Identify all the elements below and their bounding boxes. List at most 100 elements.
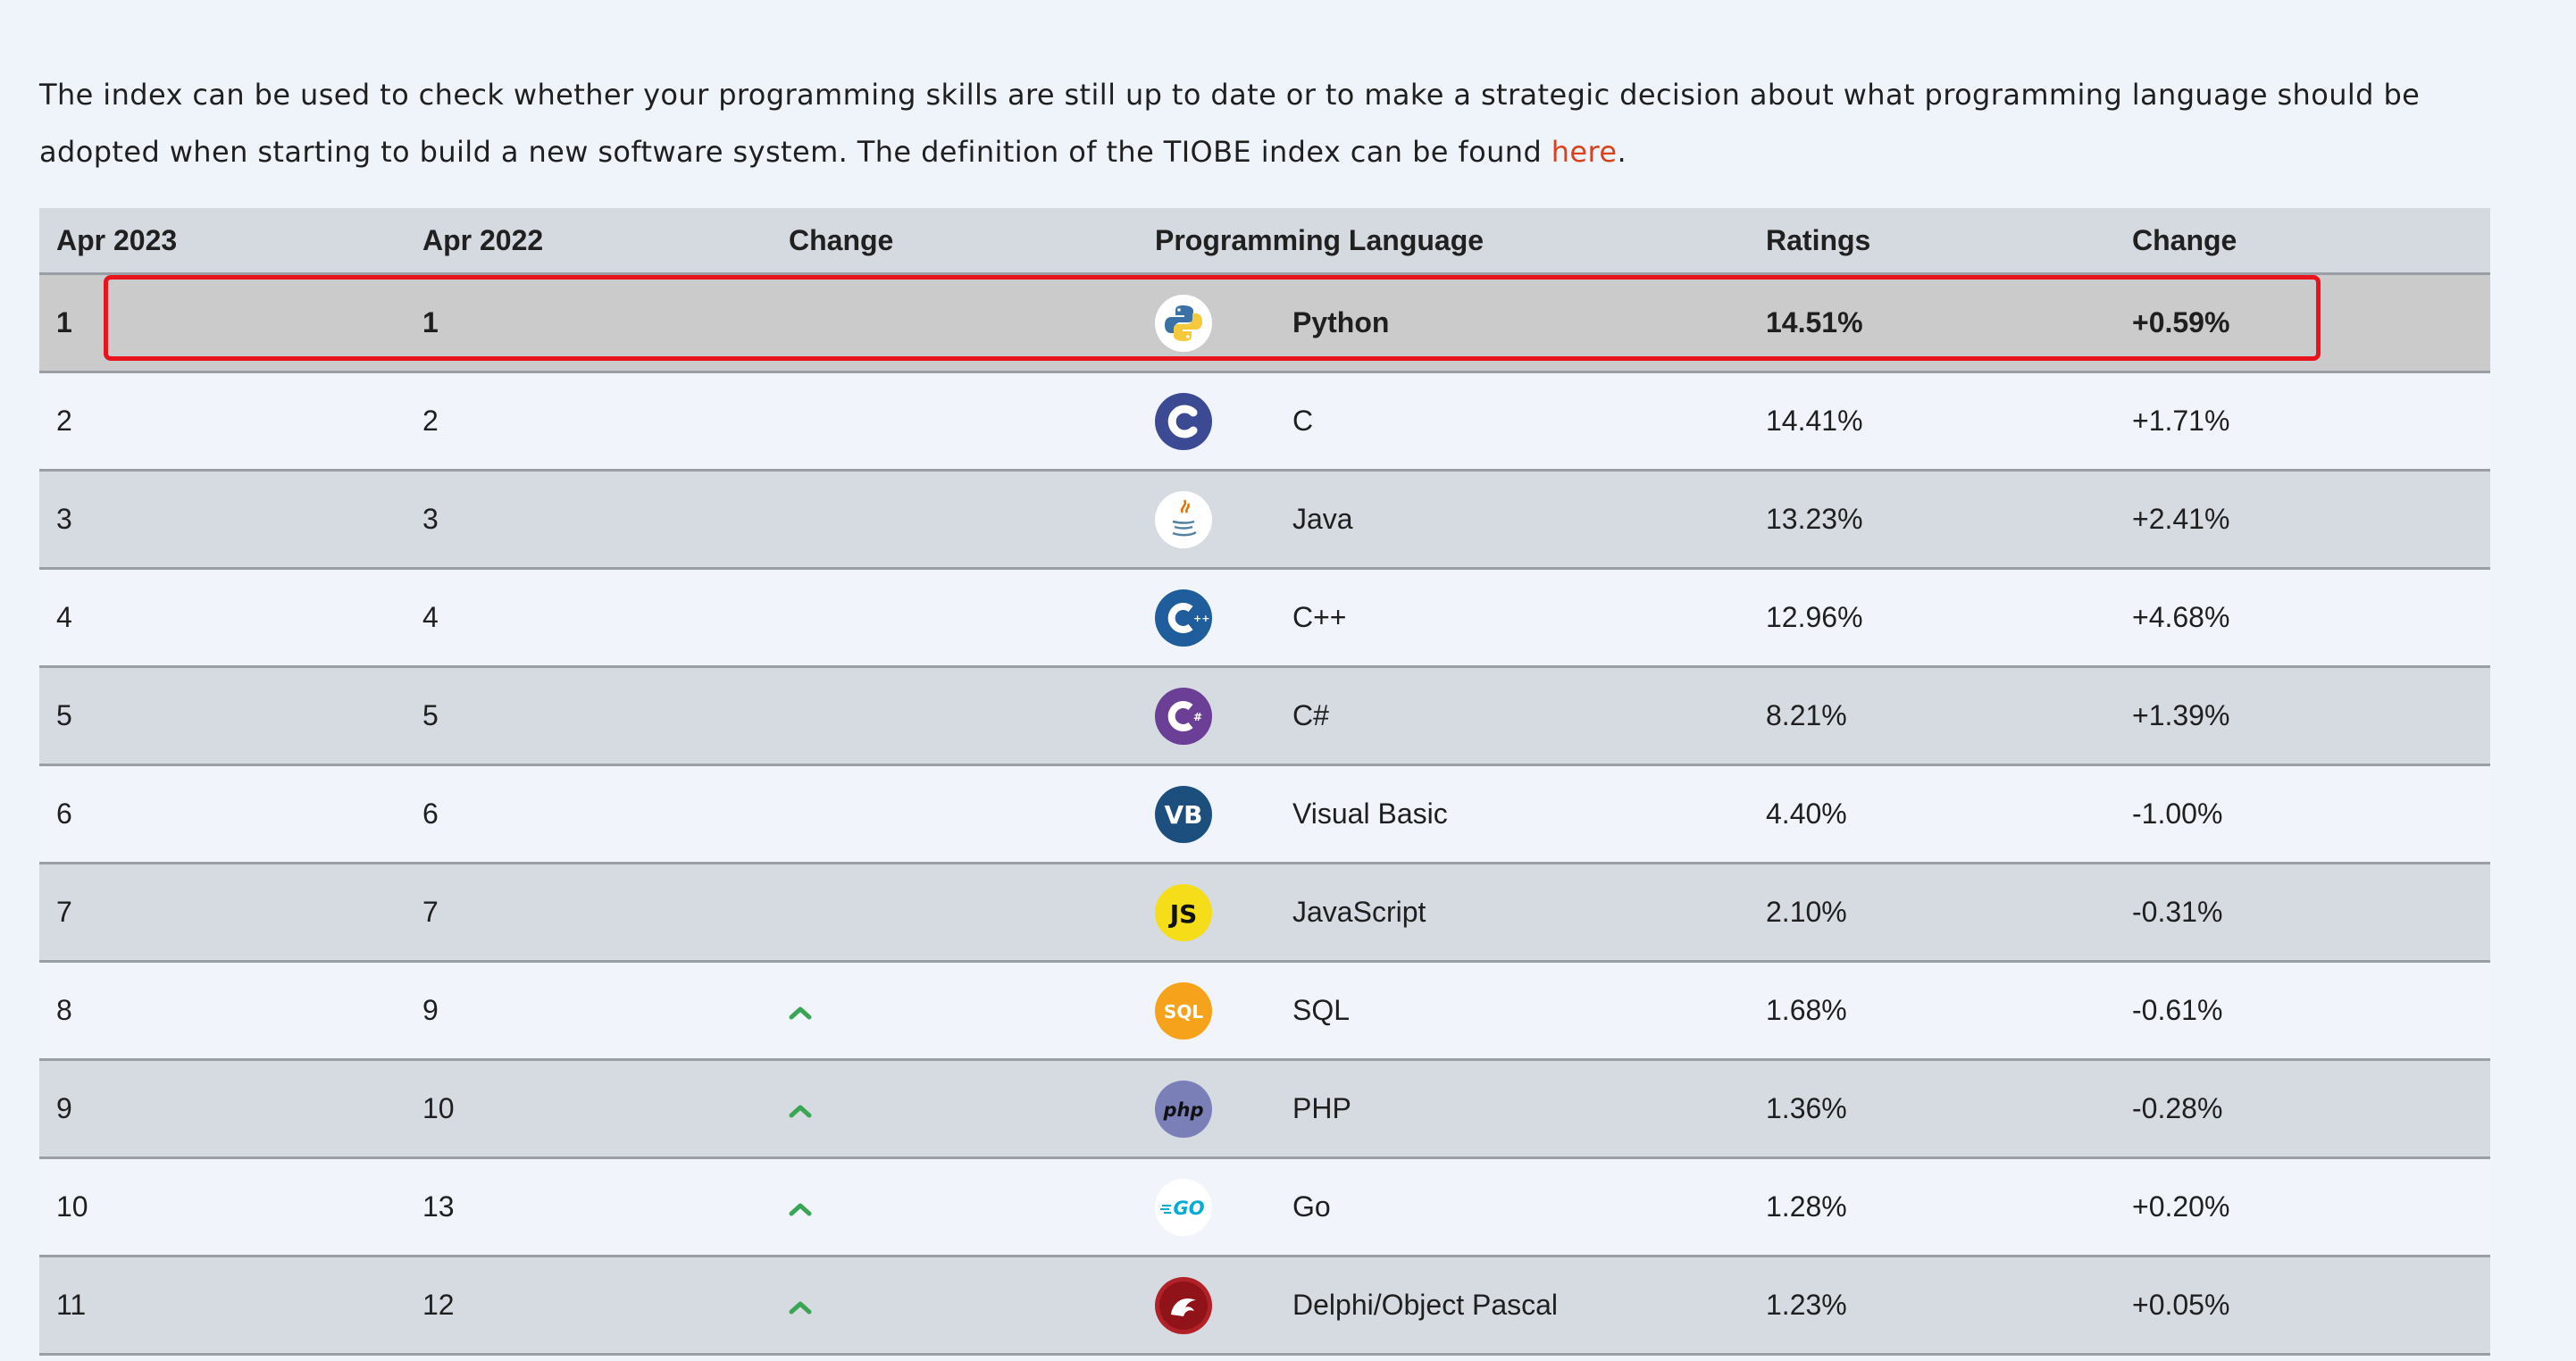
ratings-change-cell: +4.68% bbox=[2115, 568, 2490, 668]
current-rank-cell: 8 bbox=[39, 961, 406, 1061]
table-row: 5 5 # C# 8.21% +1.39% bbox=[39, 666, 2490, 766]
language-name: Python bbox=[1292, 306, 1390, 338]
header-previous-rank[interactable]: Apr 2022 bbox=[406, 208, 772, 275]
delphi-logo-icon bbox=[1155, 1276, 1212, 1334]
current-rank-cell: 6 bbox=[39, 764, 406, 864]
ratings-cell: 14.51% bbox=[1749, 273, 2115, 373]
language-name: Java bbox=[1292, 503, 1353, 535]
current-rank-cell: 5 bbox=[39, 666, 406, 766]
rank-change-cell bbox=[772, 666, 1138, 766]
language-name: C++ bbox=[1292, 601, 1347, 633]
rank-change-cell bbox=[772, 273, 1138, 373]
header-ratings-change[interactable]: Change bbox=[2115, 208, 2490, 275]
ratings-cell: 1.68% bbox=[1749, 961, 2115, 1061]
previous-rank-cell: 4 bbox=[406, 568, 772, 668]
language-cell: VB Visual Basic bbox=[1138, 764, 1749, 864]
ratings-cell: 14.41% bbox=[1749, 372, 2115, 472]
ratings-change-cell: -0.31% bbox=[2115, 863, 2490, 963]
c-logo-icon bbox=[1155, 392, 1212, 450]
language-name: JavaScript bbox=[1292, 896, 1426, 928]
language-cell: GO Go bbox=[1138, 1157, 1749, 1257]
language-name: C# bbox=[1292, 699, 1329, 731]
table-row: 8 9 SQL SQL 1.68% -0.61% bbox=[39, 961, 2490, 1061]
language-name: Delphi/Object Pascal bbox=[1292, 1289, 1559, 1321]
ratings-cell: 13.23% bbox=[1749, 470, 2115, 570]
previous-rank-cell: 7 bbox=[406, 863, 772, 963]
language-cell: # C# bbox=[1138, 666, 1749, 766]
rank-change-cell bbox=[772, 961, 1138, 1061]
svg-text:#: # bbox=[1193, 711, 1202, 723]
intro-paragraph: The index can be used to check whether y… bbox=[39, 66, 2505, 180]
language-cell: Delphi/Object Pascal bbox=[1138, 1256, 1749, 1356]
header-rank-change[interactable]: Change bbox=[772, 208, 1138, 275]
rank-up-arrow-icon bbox=[789, 1105, 812, 1118]
previous-rank-cell: 2 bbox=[406, 372, 772, 472]
current-rank-cell: 9 bbox=[39, 1059, 406, 1159]
language-name: Go bbox=[1292, 1190, 1331, 1223]
ratings-cell: 8.21% bbox=[1749, 666, 2115, 766]
header-current-rank[interactable]: Apr 2023 bbox=[39, 208, 406, 275]
current-rank-cell: 10 bbox=[39, 1157, 406, 1257]
language-cell: SQL SQL bbox=[1138, 961, 1749, 1061]
table-row: 9 10 php PHP 1.36% -0.28% bbox=[39, 1059, 2490, 1159]
previous-rank-cell: 6 bbox=[406, 764, 772, 864]
definition-link[interactable]: here bbox=[1551, 135, 1618, 169]
ratings-change-cell: -0.28% bbox=[2115, 1059, 2490, 1159]
table-row: 2 2 C 14.41% +1.71% bbox=[39, 372, 2490, 472]
ratings-change-cell: -0.61% bbox=[2115, 961, 2490, 1061]
php-logo-icon: php bbox=[1155, 1080, 1212, 1138]
ratings-change-cell: +0.05% bbox=[2115, 1256, 2490, 1356]
language-name: SQL bbox=[1292, 994, 1351, 1026]
language-name: C bbox=[1292, 405, 1314, 437]
language-name: PHP bbox=[1292, 1092, 1351, 1124]
csharp-logo-icon: # bbox=[1155, 687, 1212, 745]
rank-change-cell bbox=[772, 1157, 1138, 1257]
previous-rank-cell: 5 bbox=[406, 666, 772, 766]
previous-rank-cell: 10 bbox=[406, 1059, 772, 1159]
rank-change-cell bbox=[772, 568, 1138, 668]
rank-change-cell bbox=[772, 764, 1138, 864]
current-rank-cell: 11 bbox=[39, 1256, 406, 1356]
rank-change-cell bbox=[772, 863, 1138, 963]
language-name: Visual Basic bbox=[1292, 797, 1448, 830]
svg-text:JS: JS bbox=[1168, 899, 1198, 929]
rank-change-cell bbox=[772, 1256, 1138, 1356]
table-row: 1 1 Python 14.51% +0.59% bbox=[39, 273, 2490, 373]
previous-rank-cell: 1 bbox=[406, 273, 772, 373]
table-header-row: Apr 2023 Apr 2022 Change Programming Lan… bbox=[39, 208, 2490, 275]
ratings-change-cell: +0.20% bbox=[2115, 1157, 2490, 1257]
javascript-logo-icon: JS bbox=[1155, 883, 1212, 941]
svg-text:GO: GO bbox=[1173, 1198, 1204, 1219]
ratings-cell: 2.10% bbox=[1749, 863, 2115, 963]
current-rank-cell: 7 bbox=[39, 863, 406, 963]
cpp-logo-icon: ++ bbox=[1155, 589, 1212, 647]
rank-change-cell bbox=[772, 372, 1138, 472]
ratings-change-cell: +0.59% bbox=[2115, 273, 2490, 373]
ratings-cell: 4.40% bbox=[1749, 764, 2115, 864]
visual-basic-logo-icon: VB bbox=[1155, 785, 1212, 843]
python-logo-icon bbox=[1155, 294, 1212, 352]
language-cell: JS JavaScript bbox=[1138, 863, 1749, 963]
go-logo-icon: GO bbox=[1155, 1178, 1212, 1236]
language-cell: C bbox=[1138, 372, 1749, 472]
table-row: 10 13 GO Go 1.28% +0.20% bbox=[39, 1157, 2490, 1257]
language-cell: Java bbox=[1138, 470, 1749, 570]
previous-rank-cell: 13 bbox=[406, 1157, 772, 1257]
rank-up-arrow-icon bbox=[789, 1203, 812, 1216]
rank-up-arrow-icon bbox=[789, 1301, 812, 1315]
table-row: 6 6 VB Visual Basic 4.40% -1.00% bbox=[39, 764, 2490, 864]
current-rank-cell: 3 bbox=[39, 470, 406, 570]
table-row: 3 3 Java 13.23% +2.41% bbox=[39, 470, 2490, 570]
ratings-cell: 12.96% bbox=[1749, 568, 2115, 668]
current-rank-cell: 2 bbox=[39, 372, 406, 472]
ratings-change-cell: +2.41% bbox=[2115, 470, 2490, 570]
header-ratings[interactable]: Ratings bbox=[1749, 208, 2115, 275]
previous-rank-cell: 12 bbox=[406, 1256, 772, 1356]
language-cell: Python bbox=[1138, 273, 1749, 373]
ratings-change-cell: -1.00% bbox=[2115, 764, 2490, 864]
rank-change-cell bbox=[772, 1059, 1138, 1159]
header-language[interactable]: Programming Language bbox=[1138, 208, 1749, 275]
tiobe-index-table: Apr 2023 Apr 2022 Change Programming Lan… bbox=[39, 208, 2490, 1356]
language-cell: ++ C++ bbox=[1138, 568, 1749, 668]
previous-rank-cell: 9 bbox=[406, 961, 772, 1061]
